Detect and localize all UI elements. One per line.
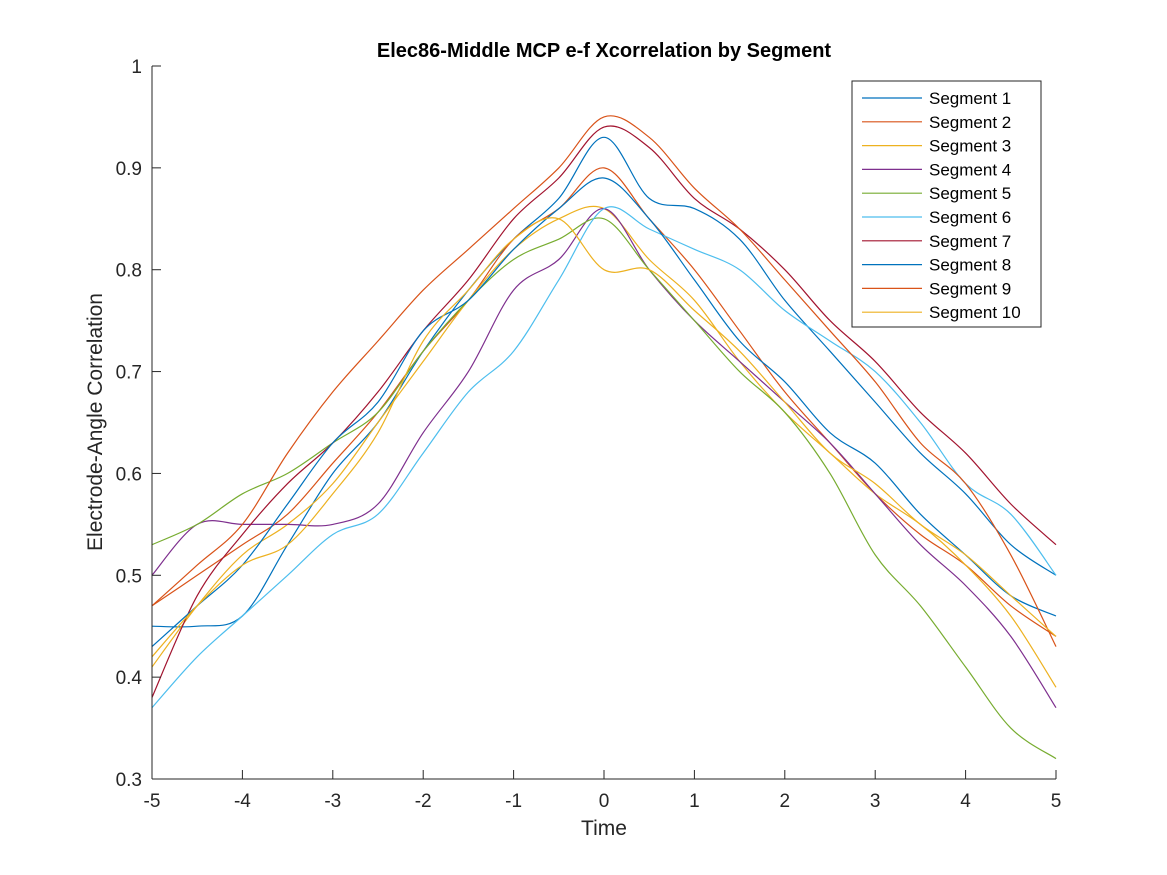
y-axis-label: Electrode-Angle Correlation (84, 293, 107, 551)
x-tick-label: 0 (599, 791, 610, 812)
y-tick-label: 0.9 (116, 159, 142, 180)
series-line-segment-10 (151, 217, 1057, 658)
x-tick-label: -2 (415, 791, 432, 812)
y-tick-label: 0.3 (116, 770, 142, 791)
y-axis-ticks: 0.3 0.4 0.5 0.6 0.7 0.8 0.9 1 (116, 57, 161, 791)
legend-label-segment-8: Segment 8 (929, 256, 1011, 275)
series-line-segment-1 (151, 136, 1057, 628)
x-tick-label: 4 (960, 791, 971, 812)
y-tick-label: 0.8 (116, 261, 142, 282)
legend-label-segment-6: Segment 6 (929, 208, 1011, 227)
series-group (151, 115, 1057, 760)
legend-label-segment-5: Segment 5 (929, 184, 1011, 203)
x-tick-label: -4 (234, 791, 251, 812)
x-tick-label: -1 (505, 791, 522, 812)
y-tick-label: 0.5 (116, 566, 142, 587)
series-line-segment-2 (151, 167, 1057, 637)
legend-label-segment-3: Segment 3 (929, 137, 1011, 156)
legend-label-segment-7: Segment 7 (929, 232, 1011, 251)
y-tick-label: 0.7 (116, 363, 142, 384)
legend-label-segment-2: Segment 2 (929, 113, 1011, 132)
x-tick-label: 3 (870, 791, 881, 812)
y-tick-label: 0.4 (116, 668, 143, 689)
y-tick-label: 1 (131, 57, 142, 78)
legend-label-segment-9: Segment 9 (929, 279, 1011, 298)
series-line-segment-8 (151, 177, 1057, 648)
legend-label-segment-4: Segment 4 (929, 160, 1011, 179)
series-line-segment-7 (151, 125, 1057, 698)
x-axis-label: Time (581, 817, 627, 840)
series-line-segment-5 (151, 217, 1057, 760)
series-line-segment-6 (151, 206, 1057, 709)
x-tick-label: -3 (324, 791, 341, 812)
x-tick-label: 1 (689, 791, 700, 812)
x-axis-ticks: -5 -4 -3 -2 -1 0 1 2 3 4 5 (144, 770, 1062, 812)
y-tick-label: 0.6 (116, 464, 142, 485)
chart-title: Elec86-Middle MCP e-f Xcorrelation by Se… (377, 40, 832, 62)
x-tick-label: 2 (780, 791, 791, 812)
x-tick-label: 5 (1051, 791, 1062, 812)
legend-label-segment-1: Segment 1 (929, 89, 1011, 108)
legend: Segment 1 Segment 2 Segment 3 Segment 4 Segm… (851, 80, 1042, 328)
legend-label-segment-10: Segment 10 (929, 303, 1021, 322)
x-tick-label: -5 (144, 791, 161, 812)
series-line-segment-9 (151, 115, 1057, 647)
